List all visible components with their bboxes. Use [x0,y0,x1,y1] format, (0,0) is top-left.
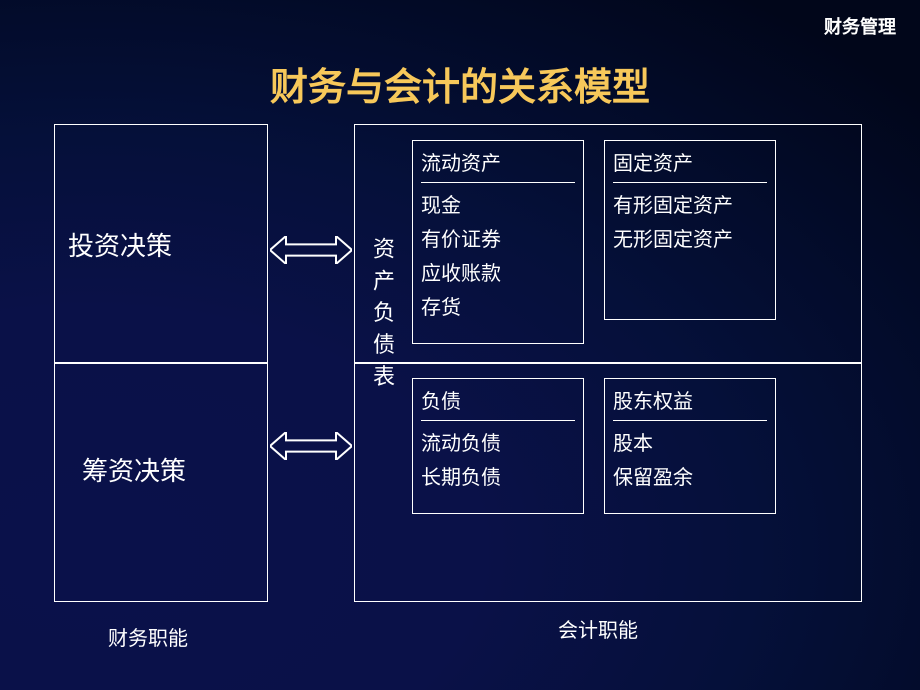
sub-item: 有形固定资产 [613,189,767,223]
sub-item: 流动负债 [421,427,575,461]
footer-right: 会计职能 [558,614,638,643]
corner-label: 财务管理 [824,13,896,39]
sub-item: 保留盈余 [613,461,767,495]
left-top-label: 投资决策 [68,226,172,263]
double-arrow-bottom [270,432,352,460]
subbox-fixed-assets: 固定资产 有形固定资产 无形固定资产 [604,140,776,320]
sub-item: 存货 [421,291,575,325]
subbox-liabilities: 负债 流动负债 长期负债 [412,378,584,514]
sub-item: 股本 [613,427,767,461]
subbox-header: 负债 [421,385,575,421]
subbox-header: 固定资产 [613,147,767,183]
sub-item: 无形固定资产 [613,223,767,257]
subbox-current-assets: 流动资产 现金 有价证券 应收账款 存货 [412,140,584,344]
sub-item: 现金 [421,189,575,223]
slide-root: 财务管理 财务与会计的关系模型 投资决策 筹资决策 资产负债表 流动资产 现金 … [0,0,920,690]
subbox-equity: 股东权益 股本 保留盈余 [604,378,776,514]
double-arrow-top [270,236,352,264]
subbox-header: 股东权益 [613,385,767,421]
arrow-shape [270,432,352,460]
sub-item: 应收账款 [421,257,575,291]
arrow-shape [270,236,352,264]
left-bottom-label: 筹资决策 [82,451,186,488]
slide-title: 财务与会计的关系模型 [0,56,920,111]
subbox-header: 流动资产 [421,147,575,183]
sub-item: 长期负债 [421,461,575,495]
sub-item: 有价证券 [421,223,575,257]
footer-left: 财务职能 [108,622,188,651]
